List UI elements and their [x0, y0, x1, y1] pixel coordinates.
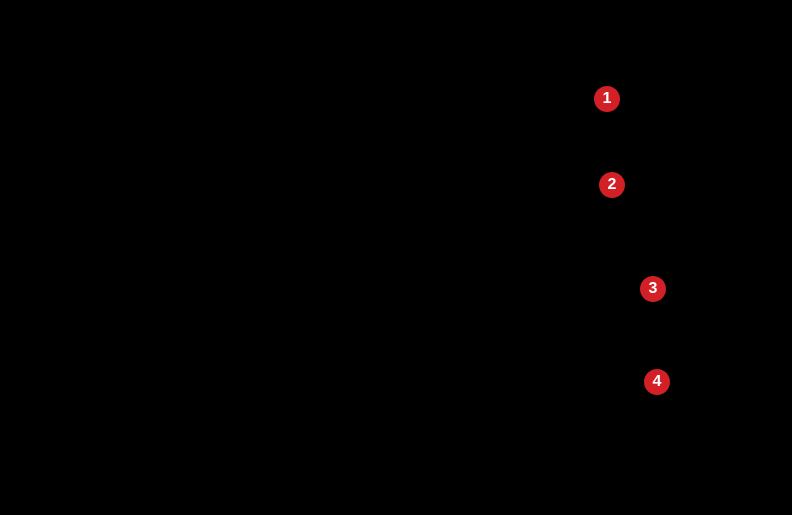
mark-badge-4[interactable]: 4 — [644, 369, 670, 395]
mark-badge-1[interactable]: 1 — [594, 86, 620, 112]
mark-badge-2[interactable]: 2 — [599, 172, 625, 198]
mark-badge-3[interactable]: 3 — [640, 276, 666, 302]
